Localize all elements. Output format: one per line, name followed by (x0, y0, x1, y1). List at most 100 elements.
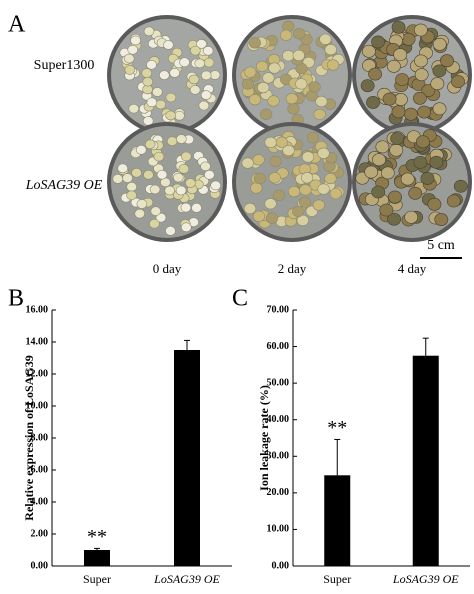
seed (301, 151, 315, 163)
seed (262, 72, 275, 84)
y-axis-label: Relative expression of LoSAG39 (22, 355, 36, 520)
x-tick-label: LoSAG39 OE (153, 572, 220, 586)
seed (265, 212, 279, 224)
seed (248, 94, 262, 106)
seed (308, 81, 321, 93)
seed (112, 174, 124, 184)
row-label: LoSAG39 OE (25, 178, 103, 193)
seed (180, 202, 192, 213)
seed (264, 136, 277, 148)
x-tick-label: Super (323, 572, 351, 586)
seed (393, 48, 408, 62)
seed (267, 95, 280, 107)
y-tick-label: 70.00 (267, 304, 290, 315)
seed (388, 190, 402, 204)
seed (292, 205, 305, 218)
row-label: Super1300 (34, 58, 95, 73)
seed (408, 186, 423, 200)
seed (264, 198, 277, 210)
seed (420, 172, 435, 185)
bar (324, 475, 351, 566)
seed (163, 40, 174, 50)
seed (156, 169, 168, 180)
seed (135, 145, 147, 155)
bar (84, 550, 110, 566)
seed (123, 53, 135, 64)
seed (191, 203, 202, 213)
seed (268, 172, 281, 184)
seed (451, 75, 465, 88)
seed (382, 92, 397, 106)
y-tick-label: 60.00 (267, 341, 290, 352)
seed (155, 99, 166, 110)
seed (371, 185, 386, 199)
seed (453, 179, 468, 193)
seed (329, 188, 342, 200)
seed (166, 136, 178, 147)
seed (141, 68, 153, 78)
seed (417, 105, 432, 119)
panel-label: C (232, 286, 248, 312)
y-tick-label: 8.00 (31, 432, 49, 443)
seed (200, 161, 211, 172)
seed (326, 59, 340, 71)
seed (260, 108, 273, 120)
seed (149, 218, 160, 229)
seed (243, 202, 257, 215)
seed (180, 222, 192, 233)
seed (150, 206, 162, 216)
seed (368, 67, 383, 81)
seed (122, 173, 133, 183)
y-tick-label: 10.00 (267, 524, 290, 535)
seed (360, 79, 375, 93)
seed (272, 189, 285, 202)
seed (282, 144, 295, 157)
seed (175, 185, 187, 196)
seed (131, 167, 142, 178)
seed (248, 37, 261, 49)
seed (317, 183, 330, 195)
seed (203, 57, 215, 68)
seed (268, 62, 281, 74)
seed (287, 103, 300, 115)
seed (386, 59, 401, 73)
seed (210, 180, 221, 191)
seed (280, 29, 293, 41)
seed (202, 46, 214, 56)
scale-bar-label: 5 cm (427, 238, 455, 253)
column-label: 4 day (398, 261, 427, 276)
y-tick-label: 2.00 (31, 528, 49, 539)
seed (165, 226, 176, 236)
panel-label: A (8, 12, 26, 38)
y-tick-label: 12.00 (26, 368, 49, 379)
seed (395, 73, 409, 86)
seed (372, 153, 386, 167)
seed (143, 169, 154, 180)
seed (275, 136, 288, 148)
seed (414, 54, 428, 68)
y-tick-label: 50.00 (267, 377, 290, 388)
column-label: 0 day (153, 261, 182, 276)
seed (185, 178, 196, 188)
seed (190, 45, 201, 56)
seed (429, 155, 444, 169)
seed (389, 143, 404, 157)
y-tick-label: 4.00 (31, 496, 49, 507)
x-tick-label: Super (83, 572, 111, 586)
seed (189, 85, 201, 95)
seed (153, 151, 165, 162)
seed (432, 64, 447, 78)
y-tick-label: 0.00 (272, 560, 290, 571)
seed (298, 196, 312, 208)
seed (299, 184, 312, 196)
seed (194, 58, 206, 69)
seed (144, 139, 156, 150)
seed (117, 163, 128, 174)
seed (143, 26, 155, 37)
seed (313, 108, 326, 120)
seed (180, 151, 192, 162)
seed (142, 76, 154, 87)
seed (178, 164, 190, 174)
seed (241, 78, 255, 90)
annotation: ** (327, 417, 347, 439)
